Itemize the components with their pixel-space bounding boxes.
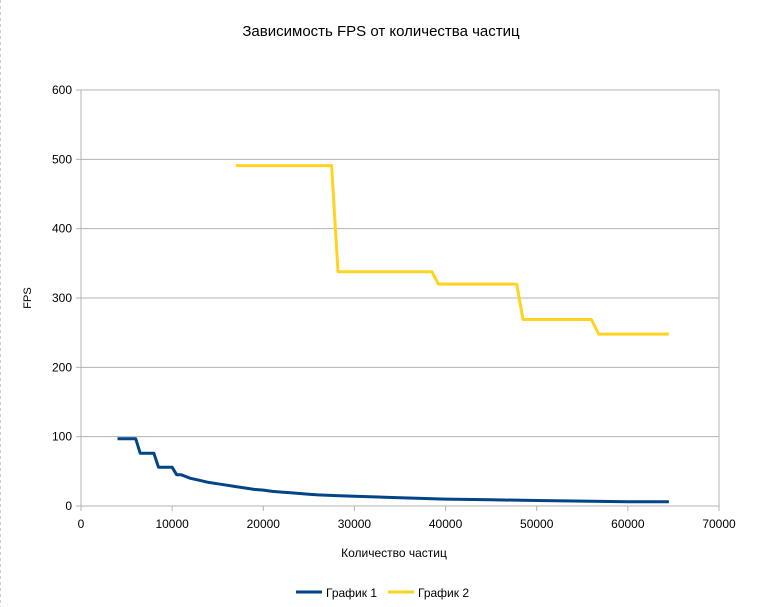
x-tick-label: 50000: [520, 517, 554, 531]
axis-tick-labels: 0 100 200 300 400 500 600 0 10000 20000 30000 40000…: [52, 83, 736, 531]
y-tick-label: 100: [52, 430, 72, 444]
x-tick-label: 20000: [247, 517, 281, 531]
y-axis-label: FPS: [22, 287, 34, 308]
x-tick-label: 60000: [611, 517, 645, 531]
legend-label-1: График 1: [326, 586, 377, 600]
x-tick-label: 10000: [155, 517, 189, 531]
legend-label-2: График 2: [418, 586, 469, 600]
chart-title: Зависимость FPS от количества частиц: [242, 23, 520, 40]
left-dashed-edge: [0, 0, 1, 607]
y-tick-label: 500: [52, 152, 72, 166]
y-tick-label: 300: [52, 291, 72, 305]
x-tick-label: 0: [78, 517, 85, 531]
series-lines: [117, 164, 669, 504]
series-line-2: [235, 164, 669, 336]
x-axis-label: Количество частиц: [341, 546, 447, 560]
legend: График 1 График 2: [296, 586, 469, 600]
y-tick-label: 0: [65, 499, 72, 513]
y-tick-label: 200: [52, 360, 72, 374]
series-line-1: [117, 437, 669, 504]
x-tick-label: 30000: [338, 517, 372, 531]
grid: [81, 89, 719, 507]
y-tick-label: 600: [52, 83, 72, 97]
y-tick-label: 400: [52, 222, 72, 236]
x-tick-label: 40000: [429, 517, 463, 531]
x-tick-label: 70000: [702, 517, 736, 531]
